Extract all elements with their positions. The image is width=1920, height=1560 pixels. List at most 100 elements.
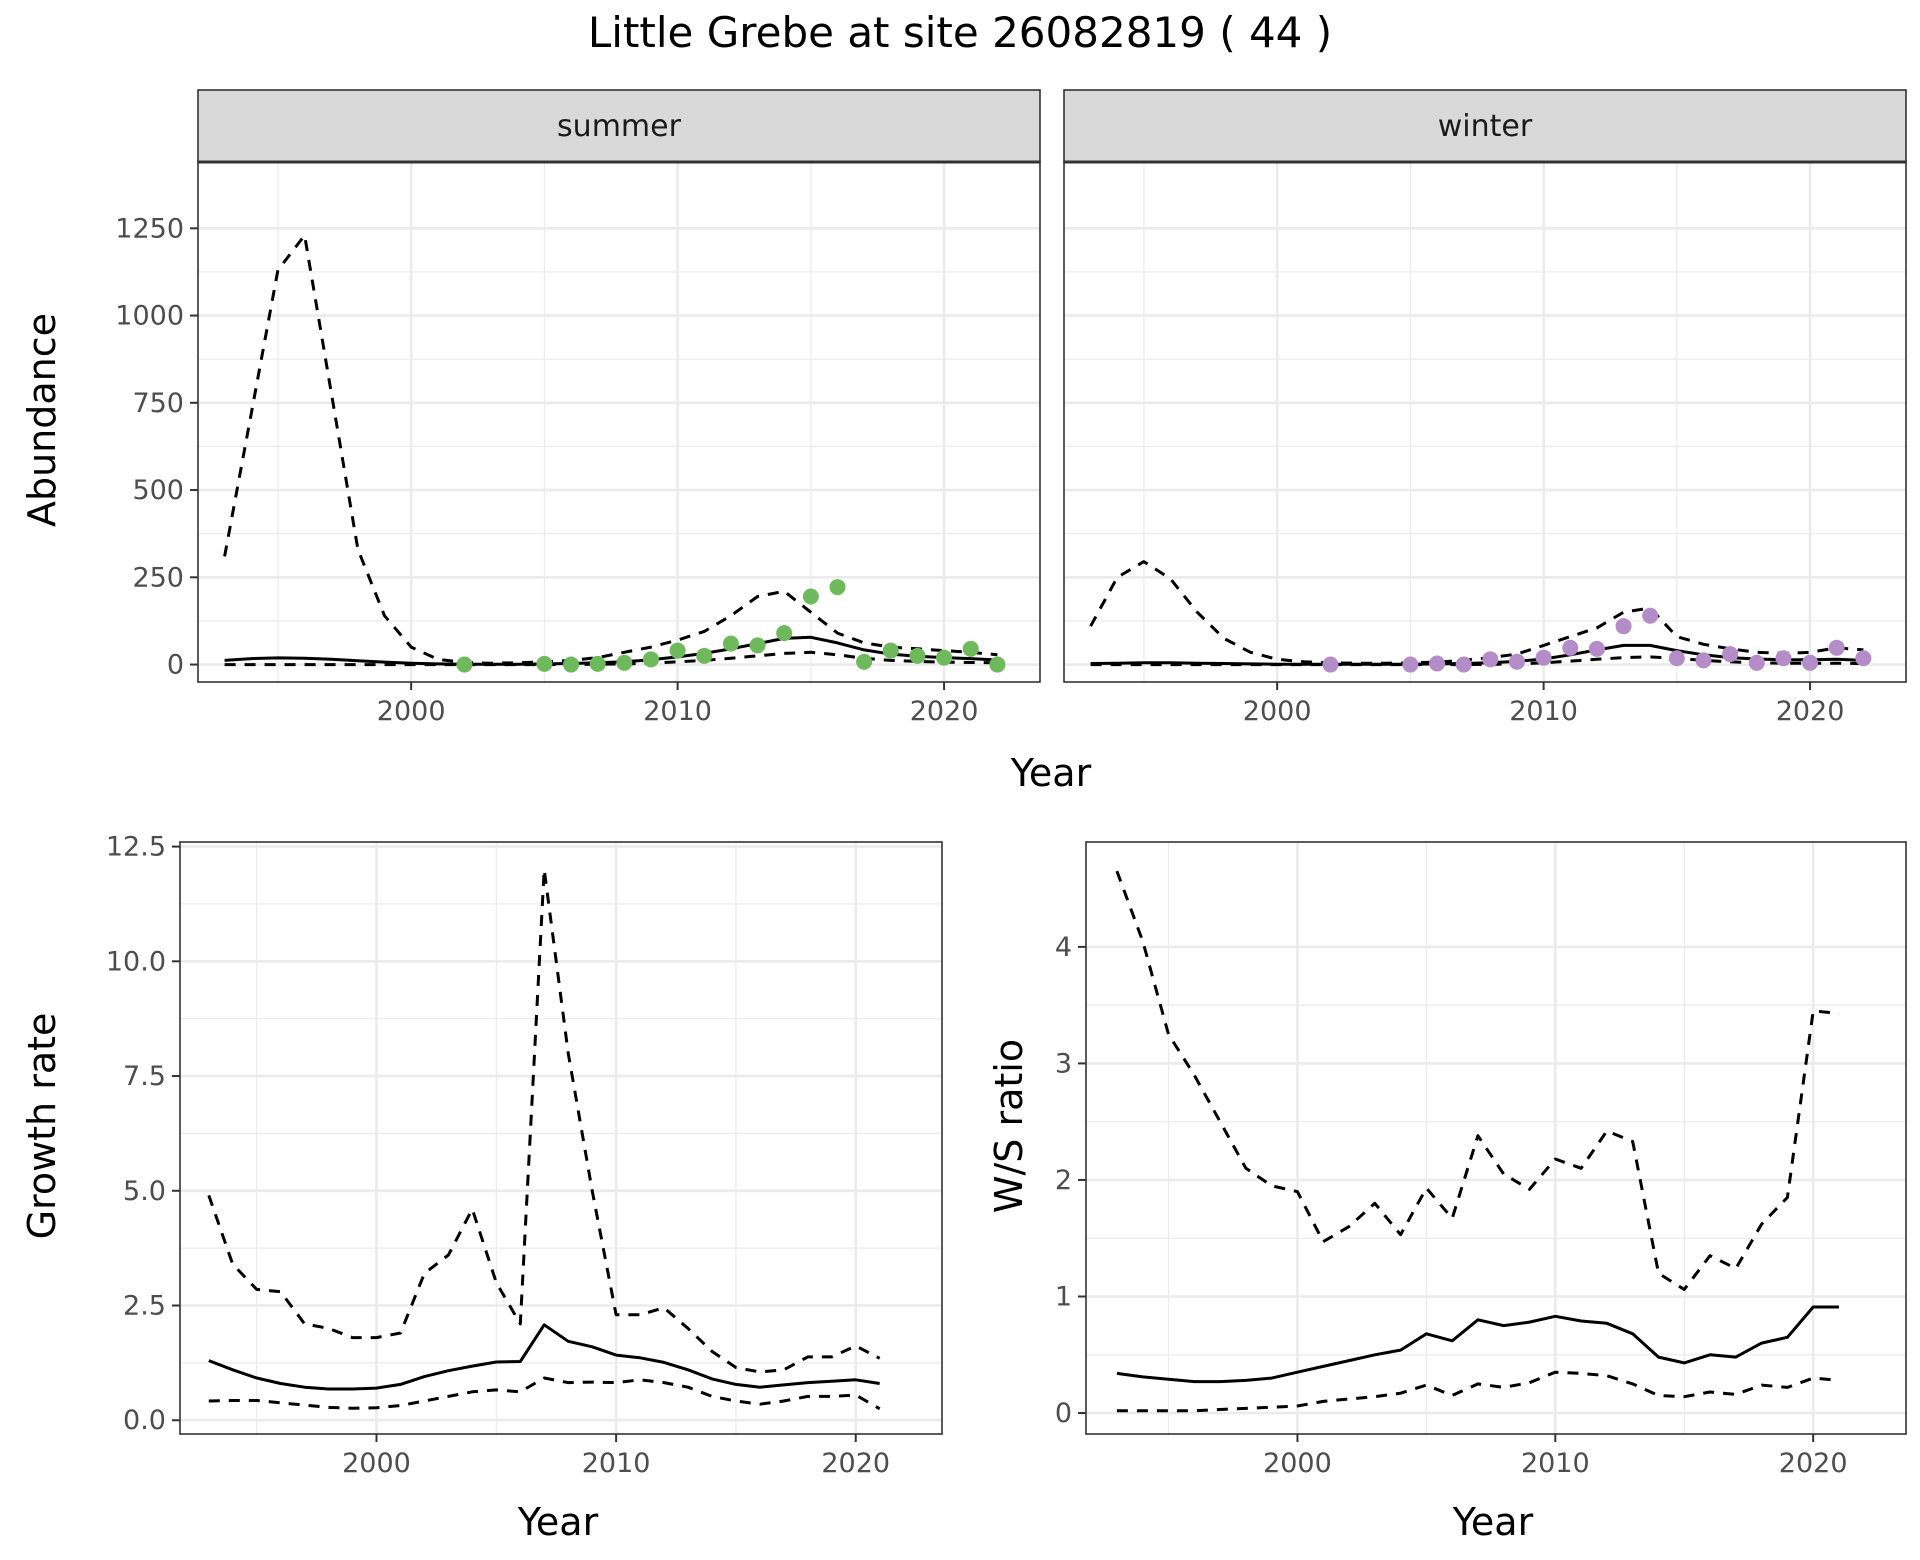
growth-y-tick-label: 2.5 — [123, 1291, 166, 1322]
summer-y-tick-label: 250 — [132, 562, 184, 593]
summer-strip — [197, 89, 1041, 163]
ratio-y-tick-label: 2 — [1055, 1165, 1072, 1196]
summer-data-point — [936, 649, 953, 666]
winter-data-point — [1775, 650, 1792, 667]
winter-data-point — [1562, 639, 1579, 656]
winter-data-point — [1748, 654, 1765, 671]
winter-data-point — [1322, 656, 1339, 673]
figure-title: Little Grebe at site 26082819 ( 44 ) — [588, 8, 1332, 57]
panel-winter: winter 2000 2010 2020 — [1063, 89, 1907, 727]
ratio-y-tick-label: 4 — [1055, 932, 1072, 963]
summer-data-point — [642, 651, 659, 668]
summer-data-point — [722, 635, 739, 652]
top-axes-labels: Abundance Year — [20, 313, 1092, 795]
summer-data-point — [829, 579, 846, 596]
summer-y-tick-label: 500 — [132, 475, 184, 506]
growth-xlabel: Year — [517, 1500, 599, 1544]
summer-data-point — [536, 655, 553, 672]
summer-strip-label: summer — [557, 109, 682, 144]
ratio-axes-labels: W/S ratio Year — [987, 1039, 1534, 1544]
winter-plot-background — [1064, 162, 1906, 682]
growth-axes-labels: Growth rate Year — [20, 1013, 599, 1544]
top-ylabel: Abundance — [20, 313, 64, 527]
summer-y-tick-label: 1250 — [115, 213, 184, 244]
ratio-x-tick-label: 2010 — [1521, 1448, 1590, 1479]
panel-growth-rate: 2000 2010 2020 0.0 2.5 5.0 7.5 10.0 12.5 — [106, 832, 943, 1479]
growth-y-tick-label: 12.5 — [106, 832, 166, 863]
summer-data-point — [882, 642, 899, 659]
winter-data-point — [1642, 607, 1659, 624]
top-xlabel: Year — [1010, 751, 1092, 795]
growth-plot-background — [180, 842, 942, 1434]
ratio-ylabel: W/S ratio — [987, 1039, 1031, 1213]
summer-line-upper — [223, 233, 998, 665]
winter-data-point — [1828, 639, 1845, 656]
summer-data-point — [856, 653, 873, 670]
summer-data-point — [696, 647, 713, 664]
summer-plot-background — [198, 162, 1040, 682]
winter-data-point — [1695, 652, 1712, 669]
ratio-x-tick-label: 2000 — [1263, 1448, 1332, 1479]
winter-data-point — [1535, 649, 1552, 666]
winter-data-point — [1802, 654, 1819, 671]
summer-x-tick-label: 2000 — [377, 696, 446, 727]
winter-data-point — [1668, 650, 1685, 667]
summer-data-point — [909, 647, 926, 664]
growth-y-tick-label: 5.0 — [123, 1176, 166, 1207]
winter-data-point — [1402, 656, 1419, 673]
ratio-xlabel: Year — [1452, 1500, 1534, 1544]
growth-x-tick-label: 2020 — [821, 1448, 890, 1479]
winter-x-tick-label: 2000 — [1243, 696, 1312, 727]
summer-data-point — [669, 642, 686, 659]
summer-data-point — [589, 655, 606, 672]
summer-y-tick-label: 750 — [132, 388, 184, 419]
ratio-y-tick-label: 3 — [1055, 1048, 1072, 1079]
summer-data-point — [802, 588, 819, 605]
ratio-line-upper — [1115, 870, 1840, 1291]
ratio-line-lower — [1116, 1370, 1840, 1413]
summer-data-point — [776, 625, 793, 642]
ratio-panel-border — [1085, 841, 1907, 1435]
growth-y-tick-label: 10.0 — [106, 946, 166, 977]
ratio-y-tick-label: 1 — [1055, 1281, 1072, 1312]
growth-ylabel: Growth rate — [20, 1013, 64, 1240]
ratio-plot-background — [1086, 842, 1906, 1434]
winter-data-point — [1588, 640, 1605, 657]
summer-y-tick-label: 1000 — [115, 301, 184, 332]
growth-y-tick-label: 7.5 — [123, 1061, 166, 1092]
winter-data-point — [1455, 656, 1472, 673]
summer-x-tick-label: 2010 — [643, 696, 712, 727]
growth-x-tick-label: 2010 — [582, 1448, 651, 1479]
winter-data-point — [1508, 653, 1525, 670]
summer-data-point — [749, 637, 766, 654]
ratio-y-tick-label: 0 — [1055, 1398, 1072, 1429]
winter-x-tick-label: 2020 — [1776, 696, 1845, 727]
summer-line-estimate — [224, 635, 998, 666]
winter-data-point — [1855, 650, 1872, 667]
winter-strip-label: winter — [1438, 109, 1533, 144]
panel-ws-ratio: 2000 2010 2020 0 1 2 3 4 — [1055, 841, 1907, 1479]
summer-data-point — [616, 654, 633, 671]
summer-data-point — [989, 656, 1006, 673]
growth-line-upper — [207, 868, 881, 1374]
winter-data-point — [1482, 651, 1499, 668]
winter-x-tick-label: 2010 — [1509, 696, 1578, 727]
winter-data-point — [1429, 655, 1446, 672]
summer-x-tick-label: 2020 — [910, 696, 979, 727]
ratio-line-estimate — [1116, 1305, 1839, 1384]
growth-panel-border — [179, 841, 943, 1435]
growth-line-estimate — [208, 1323, 880, 1391]
panel-summer: summer 2000 2010 2020 0 250 500 750 1000 1250 — [115, 89, 1041, 727]
summer-data-point — [456, 656, 473, 673]
summer-y-tick-label: 0 — [167, 650, 184, 681]
winter-data-point — [1722, 646, 1739, 663]
ratio-x-tick-label: 2020 — [1779, 1448, 1848, 1479]
winter-strip — [1063, 89, 1907, 163]
summer-data-point — [962, 640, 979, 657]
winter-data-point — [1615, 618, 1632, 635]
growth-x-tick-label: 2000 — [342, 1448, 411, 1479]
growth-y-tick-label: 0.0 — [123, 1405, 166, 1436]
growth-line-lower — [208, 1376, 881, 1411]
summer-data-point — [563, 656, 580, 673]
